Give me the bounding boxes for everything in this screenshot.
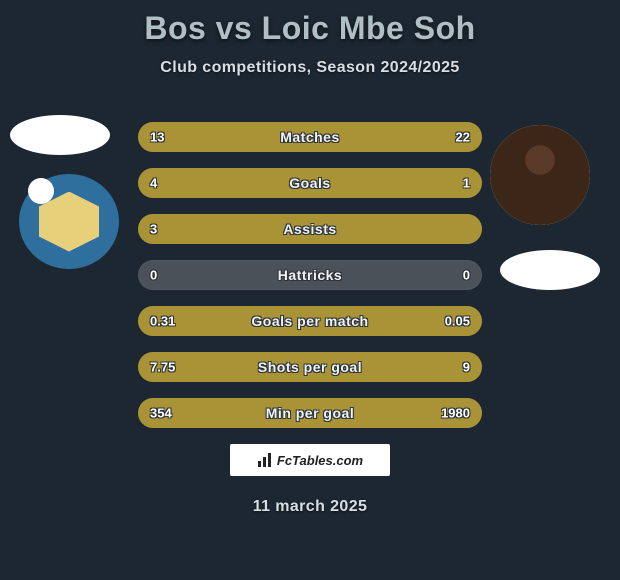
footer-date: 11 march 2025 — [0, 498, 620, 516]
stat-label: Hattricks — [278, 267, 342, 283]
stat-value-right: 0 — [463, 268, 470, 283]
stat-value-left: 13 — [150, 130, 164, 145]
stat-value-left: 354 — [150, 406, 172, 421]
page-subtitle: Club competitions, Season 2024/2025 — [0, 59, 620, 77]
stat-row: 0 0 Hattricks — [138, 260, 482, 290]
stat-value-right: 1980 — [441, 406, 470, 421]
stat-value-right: 22 — [456, 130, 470, 145]
stat-value-right: 0.05 — [445, 314, 470, 329]
stat-row: 13 22 Matches — [138, 122, 482, 152]
stat-label: Min per goal — [266, 405, 354, 421]
stat-row: 7.75 9 Shots per goal — [138, 352, 482, 382]
stat-value-left: 0 — [150, 268, 157, 283]
stat-label: Assists — [283, 221, 336, 237]
stat-value-right: 9 — [463, 360, 470, 375]
page-title: Bos vs Loic Mbe Soh — [0, 10, 620, 47]
stat-row: 354 1980 Min per goal — [138, 398, 482, 428]
bar-chart-icon — [257, 452, 273, 468]
header: Bos vs Loic Mbe Soh — [0, 0, 620, 47]
stat-label: Shots per goal — [258, 359, 362, 375]
stat-label: Goals per match — [251, 313, 368, 329]
stat-row: 3 Assists — [138, 214, 482, 244]
stat-label: Matches — [280, 129, 340, 145]
stat-value-left: 4 — [150, 176, 157, 191]
stat-fill-right — [413, 168, 482, 198]
stat-value-right: 1 — [463, 176, 470, 191]
brand-badge[interactable]: FcTables.com — [230, 444, 390, 476]
stat-fill-left — [138, 168, 413, 198]
comparison-chart: 13 22 Matches 4 1 Goals 3 Assists 0 0 Hattricks 0.3… — [138, 122, 482, 444]
avatar-left-placeholder — [10, 115, 110, 155]
soccer-ball-icon — [28, 178, 54, 204]
brand-text: FcTables.com — [277, 453, 363, 468]
avatar-right-photo — [490, 125, 590, 225]
club-crest-right-placeholder — [500, 250, 600, 290]
stat-label: Goals — [289, 175, 330, 191]
stat-row: 0.31 0.05 Goals per match — [138, 306, 482, 336]
stat-value-left: 0.31 — [150, 314, 175, 329]
stat-value-left: 7.75 — [150, 360, 175, 375]
stat-value-left: 3 — [150, 222, 157, 237]
stat-row: 4 1 Goals — [138, 168, 482, 198]
